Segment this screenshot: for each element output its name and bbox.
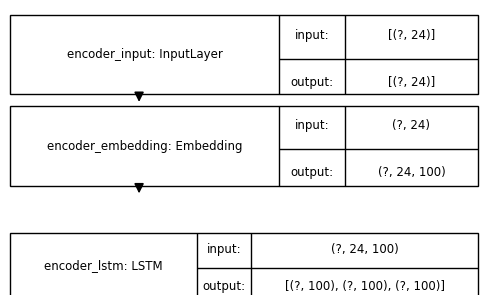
- Text: [(?, 24)]: [(?, 24)]: [388, 76, 435, 89]
- Text: output:: output:: [290, 76, 333, 89]
- Text: input:: input:: [295, 119, 329, 132]
- Text: input:: input:: [295, 29, 329, 42]
- Text: [(?, 24)]: [(?, 24)]: [388, 29, 435, 42]
- Text: (?, 24, 100): (?, 24, 100): [331, 243, 399, 256]
- Text: (?, 24): (?, 24): [392, 119, 430, 132]
- Text: [(?, 100), (?, 100), (?, 100)]: [(?, 100), (?, 100), (?, 100)]: [285, 280, 445, 293]
- Text: encoder_lstm: LSTM: encoder_lstm: LSTM: [44, 259, 163, 272]
- Text: output:: output:: [203, 280, 245, 293]
- Text: input:: input:: [207, 243, 242, 256]
- Text: (?, 24, 100): (?, 24, 100): [378, 166, 446, 179]
- Bar: [10, 233, 478, 295]
- Bar: [10, 15, 478, 94]
- Text: encoder_embedding: Embedding: encoder_embedding: Embedding: [47, 140, 242, 153]
- Text: output:: output:: [290, 166, 333, 179]
- Text: encoder_input: InputLayer: encoder_input: InputLayer: [66, 48, 223, 61]
- Bar: [10, 106, 478, 186]
